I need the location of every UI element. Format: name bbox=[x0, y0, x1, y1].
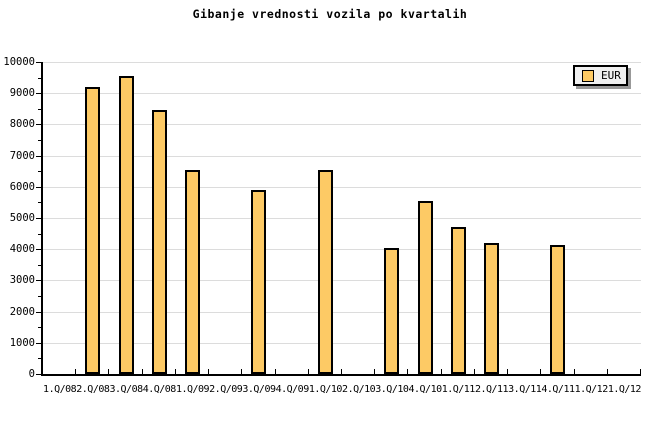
y-axis-minor-tick bbox=[38, 358, 42, 360]
y-axis-major-tick bbox=[36, 374, 42, 375]
y-axis-major-tick bbox=[36, 93, 42, 95]
legend: EUR bbox=[573, 65, 628, 86]
y-axis-minor-tick bbox=[38, 327, 42, 329]
x-axis-tick-label: 2.Q/10 bbox=[342, 384, 376, 395]
bar-4.Q/08 bbox=[151, 110, 167, 374]
y-gridline bbox=[43, 311, 641, 313]
x-axis-tick-label: 4.Q/09 bbox=[275, 384, 310, 395]
y-axis-minor-tick bbox=[38, 202, 42, 204]
x-axis-tick-label: 1.Q/12 bbox=[574, 384, 609, 395]
x-axis-tick bbox=[407, 369, 409, 374]
y-axis-tick-label: 6000 bbox=[9, 180, 35, 193]
y-gridline bbox=[43, 124, 641, 126]
x-axis-tick bbox=[307, 369, 309, 374]
x-axis-tick bbox=[473, 369, 475, 374]
x-axis-line bbox=[41, 374, 641, 376]
y-axis-major-tick bbox=[36, 186, 42, 188]
y-axis-major-tick bbox=[36, 311, 42, 313]
y-axis-major-tick bbox=[36, 155, 42, 157]
bar-1.Q/09 bbox=[185, 170, 200, 374]
y-axis-minor-tick bbox=[38, 264, 42, 266]
x-axis-tick bbox=[440, 369, 442, 374]
x-axis-tick-label: 2.Q/09 bbox=[209, 384, 243, 395]
legend-series-label: EUR bbox=[601, 68, 621, 82]
y-axis-minor-tick bbox=[38, 77, 42, 79]
y-axis-minor-tick bbox=[38, 140, 42, 141]
x-axis-tick bbox=[374, 369, 376, 374]
x-axis-tick-label: 1.Q/08 bbox=[43, 384, 77, 395]
y-axis-major-tick bbox=[36, 342, 42, 344]
x-axis-tick-label: 1.Q/12 bbox=[607, 384, 642, 395]
y-axis-major-tick bbox=[36, 249, 42, 251]
x-axis-tick-label: 2.Q/08 bbox=[76, 384, 110, 395]
x-axis-tick-label: 1.Q/09 bbox=[175, 384, 210, 395]
y-gridline bbox=[43, 186, 641, 188]
y-gridline bbox=[43, 342, 641, 344]
y-gridline bbox=[43, 249, 641, 251]
x-axis-tick-label: 3.Q/10 bbox=[375, 384, 409, 395]
y-axis-minor-tick bbox=[38, 108, 42, 110]
y-axis-tick-label: 9000 bbox=[9, 87, 35, 100]
y-axis-major-tick bbox=[36, 124, 42, 126]
y-gridline bbox=[43, 280, 641, 282]
bar-1.Q/11 bbox=[450, 227, 466, 374]
y-axis-minor-tick bbox=[38, 171, 42, 173]
y-axis-line bbox=[41, 62, 43, 376]
x-axis-tick-label: 4.Q/10 bbox=[408, 384, 442, 395]
bar-3.Q/10 bbox=[384, 248, 400, 374]
x-axis-tick bbox=[606, 369, 608, 374]
bar-3.Q/09 bbox=[251, 190, 267, 374]
y-axis-major-tick bbox=[36, 62, 42, 63]
y-axis-tick-label: 0 bbox=[28, 368, 35, 380]
x-axis-tick bbox=[208, 369, 210, 374]
x-axis-tick bbox=[241, 369, 243, 374]
y-axis-tick-label: 4000 bbox=[9, 243, 35, 256]
y-axis-major-tick bbox=[36, 218, 42, 219]
y-axis-tick-label: 10000 bbox=[3, 56, 35, 68]
x-axis-tick bbox=[274, 369, 276, 374]
x-axis-tick-label: 1.Q/11 bbox=[441, 384, 476, 395]
x-axis-tick bbox=[341, 369, 342, 374]
x-axis-tick-label: 4.Q/08 bbox=[142, 384, 177, 395]
bar-4.Q/11 bbox=[550, 245, 566, 374]
x-axis-tick bbox=[573, 369, 575, 374]
bar-1.Q/10 bbox=[317, 170, 333, 374]
y-gridline bbox=[43, 62, 641, 63]
bar-3.Q/08 bbox=[118, 76, 134, 374]
y-gridline bbox=[43, 93, 641, 95]
y-axis-tick-label: 2000 bbox=[9, 305, 35, 318]
x-axis-tick bbox=[75, 369, 77, 374]
x-axis-tick-label: 4.Q/11 bbox=[541, 384, 575, 395]
y-axis-tick-label: 5000 bbox=[9, 212, 35, 224]
x-axis-tick bbox=[141, 369, 143, 374]
x-axis-tick bbox=[540, 369, 542, 374]
y-axis-tick-label: 3000 bbox=[9, 274, 35, 287]
x-axis-tick-label: 2.Q/11 bbox=[474, 384, 509, 395]
y-axis-major-tick bbox=[36, 280, 42, 282]
x-axis-tick-label: 3.Q/08 bbox=[109, 384, 143, 395]
y-axis-tick-label: 1000 bbox=[9, 336, 35, 349]
y-axis-minor-tick bbox=[38, 296, 42, 297]
y-axis-tick-label: 8000 bbox=[9, 118, 35, 131]
legend-series-swatch-icon bbox=[582, 69, 594, 82]
chart-title: Gibanje vrednosti vozila po kvartalih bbox=[192, 7, 468, 21]
y-gridline bbox=[43, 218, 641, 219]
y-axis-tick-label: 7000 bbox=[9, 149, 35, 162]
y-axis-minor-tick bbox=[38, 233, 42, 235]
x-axis-tick bbox=[507, 369, 509, 374]
bar-4.Q/10 bbox=[417, 201, 433, 374]
bar-2.Q/08 bbox=[85, 87, 101, 374]
x-axis-tick bbox=[640, 369, 641, 374]
x-axis-tick-label: 3.Q/11 bbox=[508, 384, 542, 395]
bar-2.Q/11 bbox=[484, 243, 499, 374]
x-axis-tick bbox=[108, 369, 110, 374]
x-axis-tick bbox=[174, 369, 176, 374]
x-axis-tick-label: 1.Q/10 bbox=[308, 384, 343, 395]
y-gridline bbox=[43, 155, 641, 157]
x-axis-tick-label: 3.Q/09 bbox=[242, 384, 276, 395]
